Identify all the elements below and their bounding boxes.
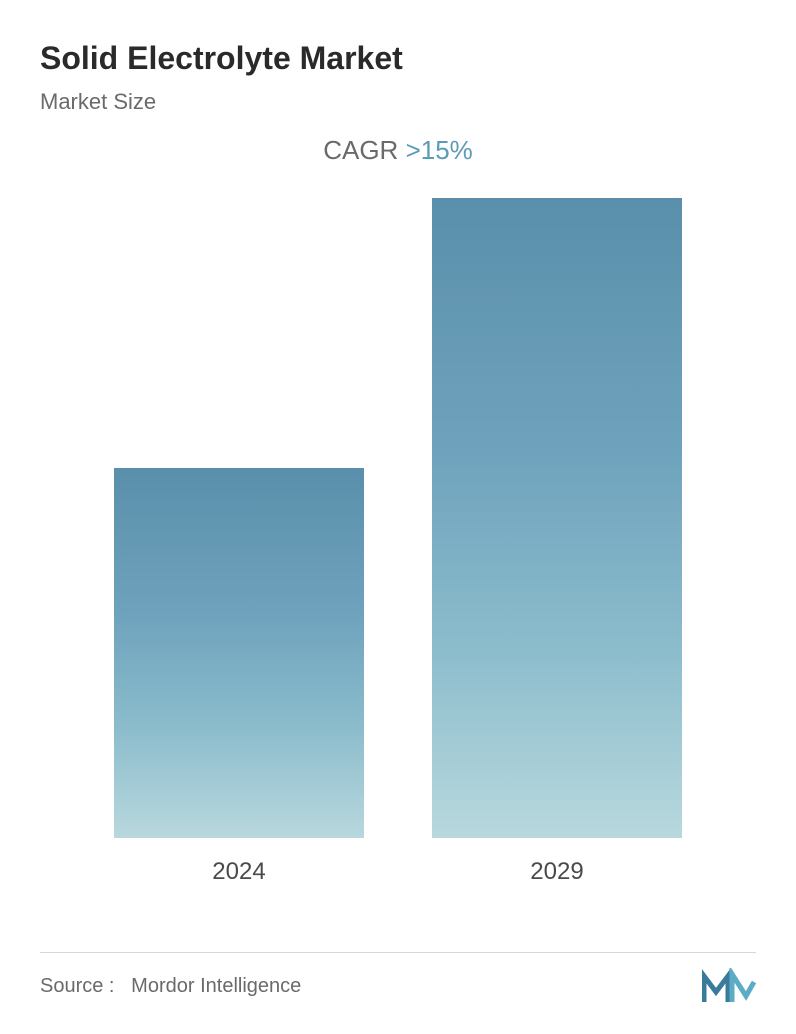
cagr-label-text: CAGR xyxy=(323,135,398,165)
source-label: Source : xyxy=(40,975,114,997)
chart-plot-area: 2024 2029 xyxy=(40,206,756,886)
chart-footer: Source : Mordor Intelligence xyxy=(40,952,756,1004)
chart-subtitle: Market Size xyxy=(40,89,756,115)
bar-label-0: 2024 xyxy=(212,858,265,886)
chart-title: Solid Electrolyte Market xyxy=(40,40,756,77)
cagr-annotation: CAGR >15% xyxy=(40,135,756,166)
bar-group-1: 2029 xyxy=(432,198,682,886)
source-attribution: Source : Mordor Intelligence xyxy=(40,975,301,998)
cagr-value: >15% xyxy=(406,135,473,165)
mordor-logo-icon xyxy=(702,968,756,1004)
bar-label-1: 2029 xyxy=(530,858,583,886)
source-value: Mordor Intelligence xyxy=(131,975,301,997)
bar-1 xyxy=(432,198,682,838)
bar-group-0: 2024 xyxy=(114,468,364,886)
bar-0 xyxy=(114,468,364,838)
